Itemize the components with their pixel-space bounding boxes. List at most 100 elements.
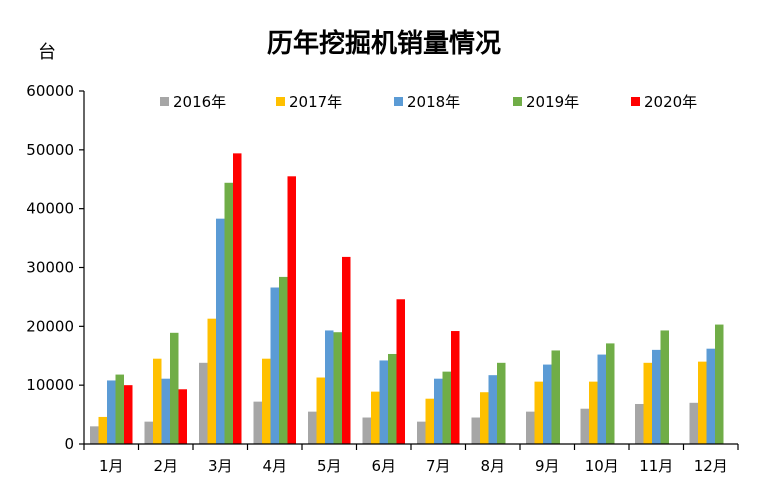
x-tick-label: 8月 [480,457,505,475]
bar [526,411,535,444]
bar [270,287,279,444]
legend-label: 2020年 [644,93,697,111]
legend-swatch [394,97,403,106]
x-tick-label: 10月 [585,457,619,475]
bar [362,417,371,444]
x-axis: 1月 2月 3月 4月 5月 6月 7月 8月 9月 10月 11月 12月 [83,443,739,475]
x-tick-label: 5月 [317,457,342,475]
legend-item: 2019年 [513,93,579,111]
bar [643,362,652,444]
series-2 [98,318,707,444]
bar [698,361,707,444]
bar [199,362,208,444]
bar [144,421,153,444]
bar [388,353,397,444]
bar [287,176,296,444]
bar [178,389,187,444]
legend-item: 2018年 [394,93,460,111]
bar [534,381,543,444]
bar [325,330,334,444]
bar [253,401,262,444]
bar [371,391,380,444]
bar [417,421,426,444]
y-tick-label: 20000 [26,317,74,335]
bar [396,299,405,444]
bar [434,378,443,444]
x-tick-label: 6月 [371,457,396,475]
bar [216,218,225,444]
bar [207,318,216,444]
bar [161,378,170,444]
x-tick-label: 7月 [426,457,451,475]
bar [715,324,724,444]
y-tick-label: 60000 [26,82,74,100]
bar [170,332,179,444]
series-5 [124,153,460,444]
bar [635,403,644,444]
series-4 [115,182,724,444]
x-tick-label: 2月 [153,457,178,475]
y-tick-label: 30000 [26,259,74,277]
bar [471,417,480,444]
legend-swatch [513,97,522,106]
bar [124,385,133,444]
legend-item: 2017年 [276,93,342,111]
bar [107,380,116,444]
legend-item: 2020年 [631,93,697,111]
legend-label: 2016年 [173,93,226,111]
bar [652,349,661,444]
bar [98,416,107,444]
x-tick-label: 1月 [99,457,124,475]
legend-swatch [276,97,285,106]
bar [606,343,615,444]
legend-label: 2019年 [526,93,579,111]
x-tick-label: 4月 [262,457,287,475]
x-tick-label: 12月 [694,457,728,475]
y-tick-label: 40000 [26,200,74,218]
bar [488,375,497,444]
bar [660,330,669,444]
chart-title: 历年挖掘机销量情况 [267,28,501,59]
bar [551,350,560,444]
bar [262,358,271,444]
legend-label: 2018年 [407,93,460,111]
legend: 2016年 2017年 2018年 2019年 2020年 [160,93,697,111]
bar [451,331,460,444]
y-tick-label: 0 [64,435,74,453]
bar [425,398,434,444]
bar [308,411,317,444]
bar [115,374,124,444]
legend-swatch [160,97,169,106]
bar [497,362,506,444]
series-3 [107,218,715,444]
bar [153,358,162,444]
bar [442,371,451,444]
bar [316,377,325,444]
bars [90,153,724,444]
bar [233,153,242,444]
y-axis-unit-label: 台 [38,42,56,63]
legend-label: 2017年 [289,93,342,111]
bar [689,402,698,444]
bar [90,426,99,444]
x-tick-label: 11月 [639,457,673,475]
series-1 [90,362,698,444]
bar [480,392,489,444]
bar [580,408,589,444]
bar [342,256,351,444]
bar [333,332,342,444]
legend-swatch [631,97,640,106]
y-axis: 0 10000 20000 30000 40000 50000 60000 [26,82,85,453]
bar [706,348,715,444]
y-tick-label: 50000 [26,141,74,159]
x-tick-label: 3月 [208,457,233,475]
bar [224,182,233,444]
x-tick-label: 9月 [535,457,560,475]
bar [543,364,552,444]
bar [589,381,598,444]
bar [279,276,288,444]
bar [597,354,606,444]
bar [379,360,388,444]
legend-item: 2016年 [160,93,226,111]
